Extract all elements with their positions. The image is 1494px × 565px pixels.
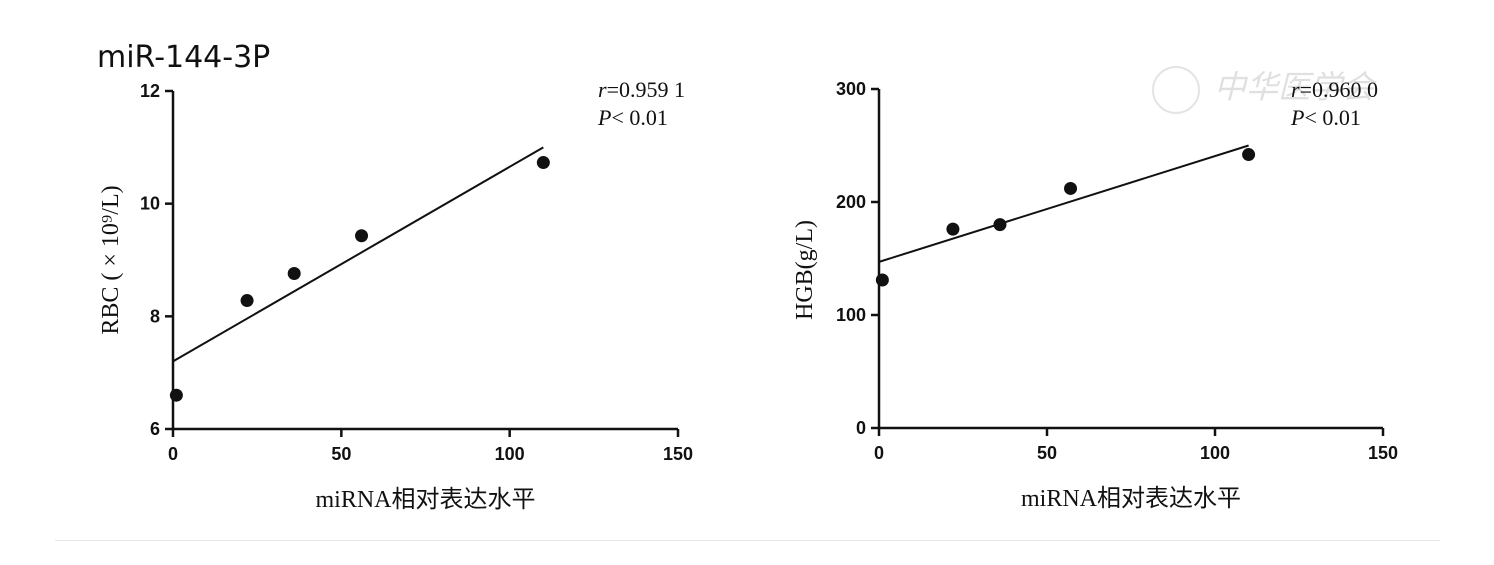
y-tick-label: 8 [150, 306, 160, 326]
x-axis-label: miRNA相对表达水平 [1021, 485, 1241, 512]
figure-label: miR-144-3P [97, 40, 271, 75]
regression-line [878, 144, 1249, 263]
data-point [355, 229, 369, 243]
chart1-p-stat: P< 0.01 [598, 105, 668, 130]
bottom-divider [55, 540, 1440, 541]
x-tick-label: 50 [1037, 443, 1057, 463]
chart2-r-stat: r=0.960 0 [1291, 77, 1378, 102]
data-point [946, 222, 960, 236]
x-tick-label: 0 [874, 443, 884, 463]
chart1-r-stat: r=0.959 1 [598, 77, 685, 102]
y-tick-label: 200 [836, 192, 866, 212]
data-point [993, 218, 1007, 232]
regression-line [172, 146, 544, 363]
data-point [536, 156, 550, 170]
chart2-p-stat: P< 0.01 [1291, 105, 1361, 130]
x-tick-label: 50 [331, 444, 351, 464]
data-point [240, 294, 254, 308]
x-axis-label: miRNA相对表达水平 [315, 486, 535, 513]
x-tick-label: 150 [663, 444, 693, 464]
publisher-watermark: 中华医学会 [1152, 62, 1374, 114]
y-axis-label: HGB(g/L) [792, 220, 818, 320]
data-point [1064, 181, 1078, 195]
y-tick-label: 10 [140, 194, 160, 214]
y-tick-label: 12 [140, 81, 160, 101]
data-point [287, 267, 301, 281]
chart-2: 0 50 100 150 0 100 200 300 miRNA相对表达水平 HGB(g/L) [792, 79, 1398, 512]
y-tick-label: 100 [836, 305, 866, 325]
watermark-text: 中华医学会 [1214, 68, 1375, 106]
x-tick-label: 150 [1368, 443, 1398, 463]
seal-icon [1152, 65, 1200, 114]
chart-1: 0 50 100 150 6 8 10 12 miRNA相对表达水平 RBC ( × 10⁹/L) [98, 81, 693, 513]
data-point [875, 273, 889, 287]
y-tick-label: 300 [836, 79, 866, 99]
x-tick-label: 100 [495, 444, 525, 464]
y-axis-label: RBC ( × 10⁹/L) [98, 185, 124, 334]
x-tick-label: 0 [168, 444, 178, 464]
chart1-stats: r=0.959 1 P< 0.01 [598, 76, 685, 132]
data-point [1242, 148, 1256, 162]
data-point [169, 388, 183, 402]
chart2-stats: r=0.960 0 P< 0.01 [1291, 76, 1378, 132]
x-tick-label: 100 [1200, 443, 1230, 463]
y-tick-label: 6 [150, 419, 160, 439]
y-tick-label: 0 [856, 418, 866, 438]
